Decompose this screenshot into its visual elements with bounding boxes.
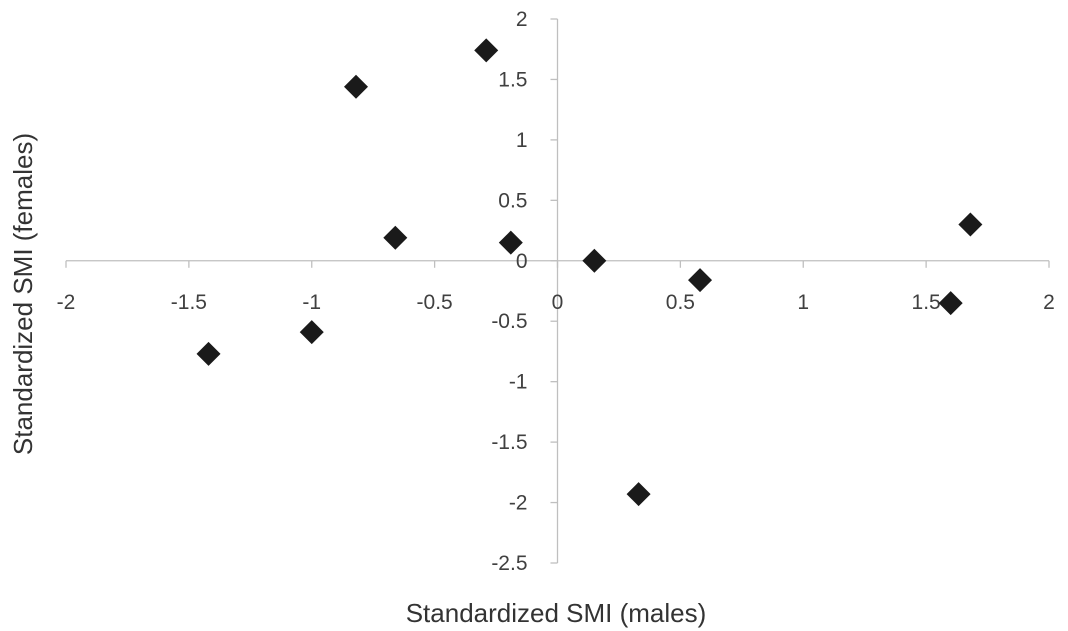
y-tick-label: -2 bbox=[509, 492, 528, 515]
data-point bbox=[196, 341, 221, 366]
data-point bbox=[383, 225, 408, 250]
x-axis-title: Standardized SMI (males) bbox=[406, 598, 707, 628]
x-tick-label: -2 bbox=[57, 291, 76, 314]
x-tick-label: -1.5 bbox=[171, 291, 207, 314]
data-point bbox=[582, 248, 607, 273]
x-tick-label: 1.5 bbox=[912, 291, 941, 314]
y-tick-label: -1 bbox=[509, 371, 528, 394]
x-tick-label: -1 bbox=[302, 291, 321, 314]
data-point bbox=[626, 482, 651, 507]
y-tick-label: 0.5 bbox=[498, 189, 527, 212]
y-tick-label: 1.5 bbox=[498, 68, 527, 91]
y-tick-label: 2 bbox=[516, 8, 528, 31]
data-point bbox=[938, 291, 963, 316]
y-tick-label: -1.5 bbox=[491, 431, 527, 454]
data-point bbox=[958, 212, 983, 237]
y-tick-label: 0 bbox=[516, 250, 528, 273]
data-point bbox=[498, 230, 523, 255]
x-tick-label: -0.5 bbox=[417, 291, 453, 314]
x-tick-labels: -2 -1.5 -1 -0.5 0 0.5 1 1.5 2 bbox=[57, 291, 1055, 314]
x-tick-label: 2 bbox=[1043, 291, 1055, 314]
y-tick-label: 1 bbox=[516, 129, 528, 152]
y-axis-title: Standardized SMI (females) bbox=[8, 133, 38, 455]
x-tick-label: 1 bbox=[797, 291, 809, 314]
y-tick-label: -0.5 bbox=[491, 310, 527, 333]
x-tick-label: 0.5 bbox=[666, 291, 695, 314]
data-point bbox=[688, 268, 713, 293]
y-tick-label: -2.5 bbox=[491, 552, 527, 575]
x-tick-label: 0 bbox=[552, 291, 564, 314]
data-point bbox=[299, 320, 324, 345]
data-point bbox=[343, 74, 368, 99]
data-points bbox=[196, 38, 983, 507]
axes bbox=[65, 18, 1050, 564]
data-point bbox=[474, 38, 499, 63]
y-tick-labels: -2.5 -2 -1.5 -1 -0.5 0 0.5 1 1.5 2 bbox=[491, 8, 527, 575]
